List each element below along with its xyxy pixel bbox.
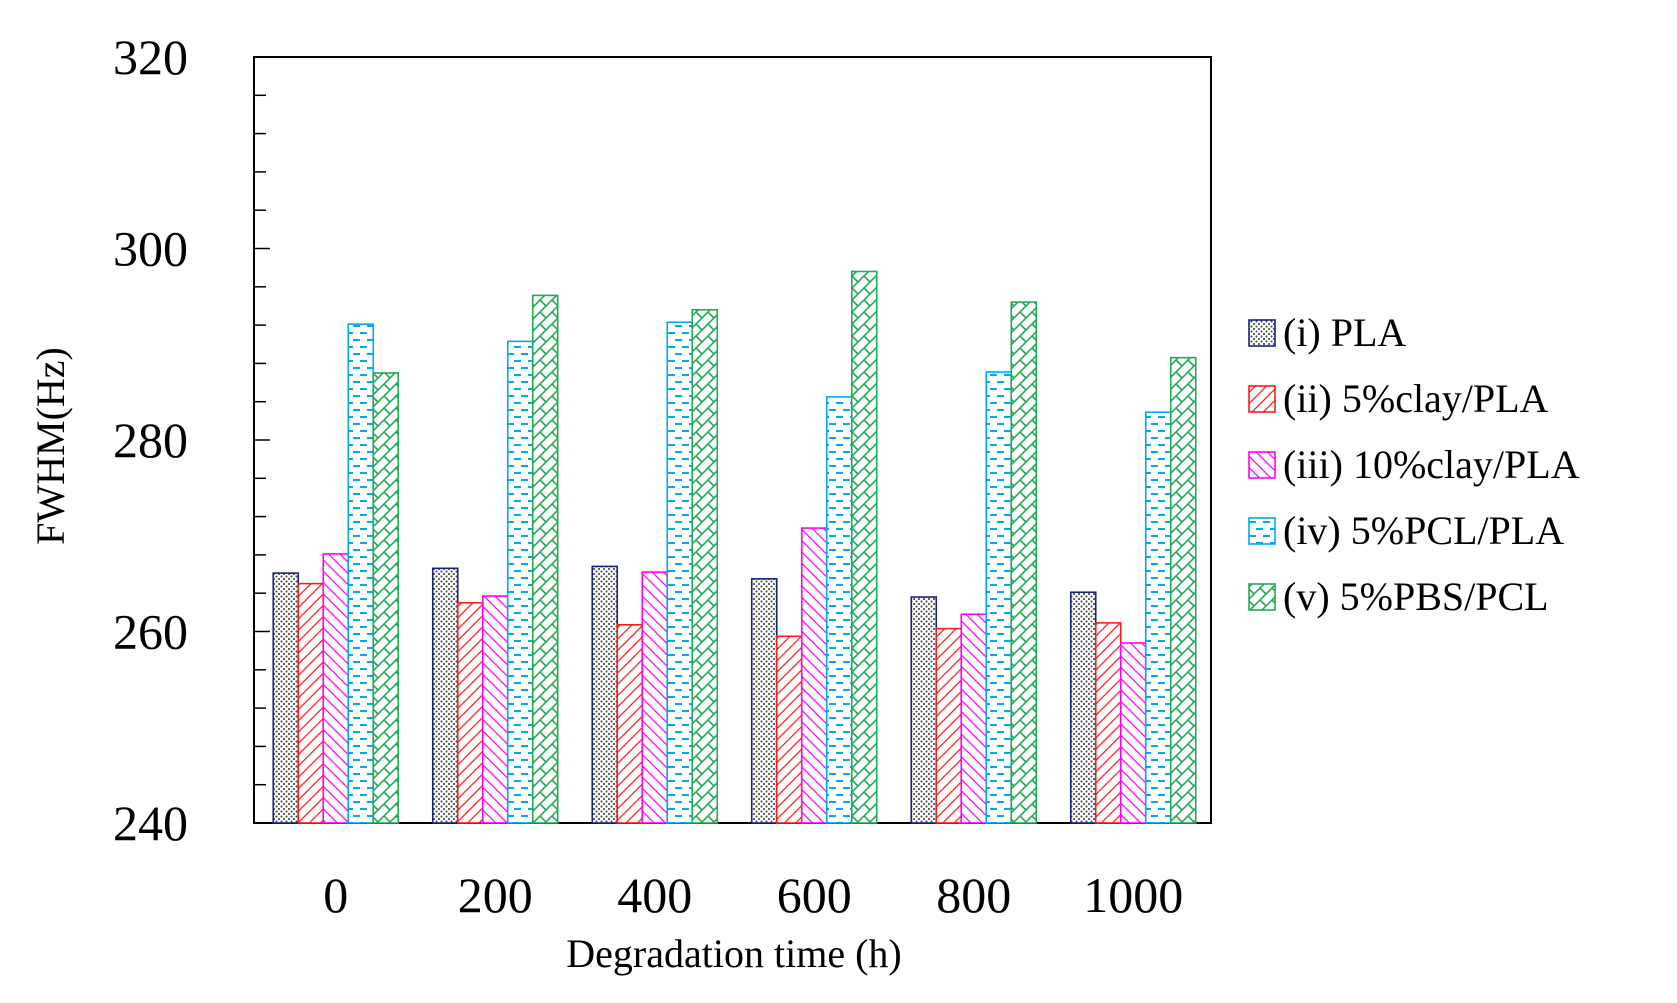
bar--v-5-pbs-pcl-400 — [691, 308, 719, 824]
bar--i-pla-200 — [431, 567, 459, 824]
y-tick-label: 320 — [113, 29, 188, 85]
bar--iii-10-clay-pla-200 — [481, 595, 509, 824]
x-tick-label: 200 — [458, 867, 533, 923]
bar--ii-5-clay-pla-1000 — [1094, 622, 1122, 824]
bar--i-pla-600 — [750, 578, 778, 824]
bar--ii-5-clay-pla-200 — [456, 601, 484, 824]
y-tick-label: 240 — [113, 795, 188, 851]
x-tick-label: 1000 — [1083, 867, 1183, 923]
x-axis-title: Degradation time (h) — [566, 931, 901, 976]
y-tick-label: 300 — [113, 221, 188, 277]
bars-layer — [272, 270, 1197, 824]
bar--iii-10-clay-pla-600 — [800, 527, 828, 824]
bar--iii-10-clay-pla-400 — [641, 571, 669, 824]
y-axis-title: FWHM(Hz) — [28, 347, 73, 545]
legend-label: (ii) 5%clay/PLA — [1283, 376, 1549, 421]
x-tick-label: 800 — [936, 867, 1011, 923]
y-tick-label: 280 — [113, 412, 188, 468]
bar--i-pla-1000 — [1069, 591, 1097, 824]
bar--v-5-pbs-pcl-200 — [531, 294, 559, 824]
bar--i-pla-0 — [272, 572, 300, 824]
axes-layer: 240 260 280 300 320 0 200 400 600 800 1000 — [113, 29, 1183, 923]
bar--i-pla-400 — [591, 565, 619, 824]
bar--iii-10-clay-pla-0 — [322, 553, 350, 824]
bar--v-5-pbs-pcl-600 — [850, 270, 878, 824]
legend-label: (v) 5%PBS/PCL — [1283, 574, 1549, 619]
y-tick-label: 260 — [113, 604, 188, 660]
bar--i-pla-800 — [910, 596, 938, 824]
bar--iii-10-clay-pla-800 — [960, 613, 988, 824]
bar--v-5-pbs-pcl-1000 — [1169, 356, 1197, 824]
bar--iv-5-pcl-pla-600 — [825, 396, 853, 824]
legend-swatch — [1248, 451, 1276, 479]
bar--iv-5-pcl-pla-0 — [347, 323, 375, 824]
bar--v-5-pbs-pcl-800 — [1010, 301, 1038, 824]
legend-swatch — [1248, 319, 1276, 347]
legend-swatch — [1248, 385, 1276, 413]
bar--iv-5-pcl-pla-200 — [506, 340, 534, 824]
x-tick-label: 0 — [323, 867, 348, 923]
bar--ii-5-clay-pla-600 — [775, 635, 803, 824]
legend-label: (i) PLA — [1283, 310, 1406, 355]
plot-frame — [253, 56, 1212, 824]
bar--ii-5-clay-pla-800 — [935, 627, 963, 824]
legend: (i) PLA (ii) 5%clay/PLA (iii) 10%clay/PLA (… — [1248, 310, 1580, 619]
bar--v-5-pbs-pcl-0 — [372, 372, 400, 824]
x-tick-label: 600 — [777, 867, 852, 923]
bar--ii-5-clay-pla-400 — [616, 623, 644, 824]
bar--iv-5-pcl-pla-1000 — [1144, 411, 1172, 824]
bar--ii-5-clay-pla-0 — [297, 582, 325, 824]
bar--iv-5-pcl-pla-400 — [666, 321, 694, 824]
plot-area — [253, 56, 1212, 824]
x-tick-label: 400 — [617, 867, 692, 923]
legend-swatch — [1248, 583, 1276, 611]
bar--iv-5-pcl-pla-800 — [985, 371, 1013, 824]
legend-label: (iv) 5%PCL/PLA — [1283, 508, 1564, 553]
legend-swatch — [1248, 517, 1276, 545]
bar--iii-10-clay-pla-1000 — [1119, 642, 1147, 824]
legend-label: (iii) 10%clay/PLA — [1283, 442, 1580, 487]
